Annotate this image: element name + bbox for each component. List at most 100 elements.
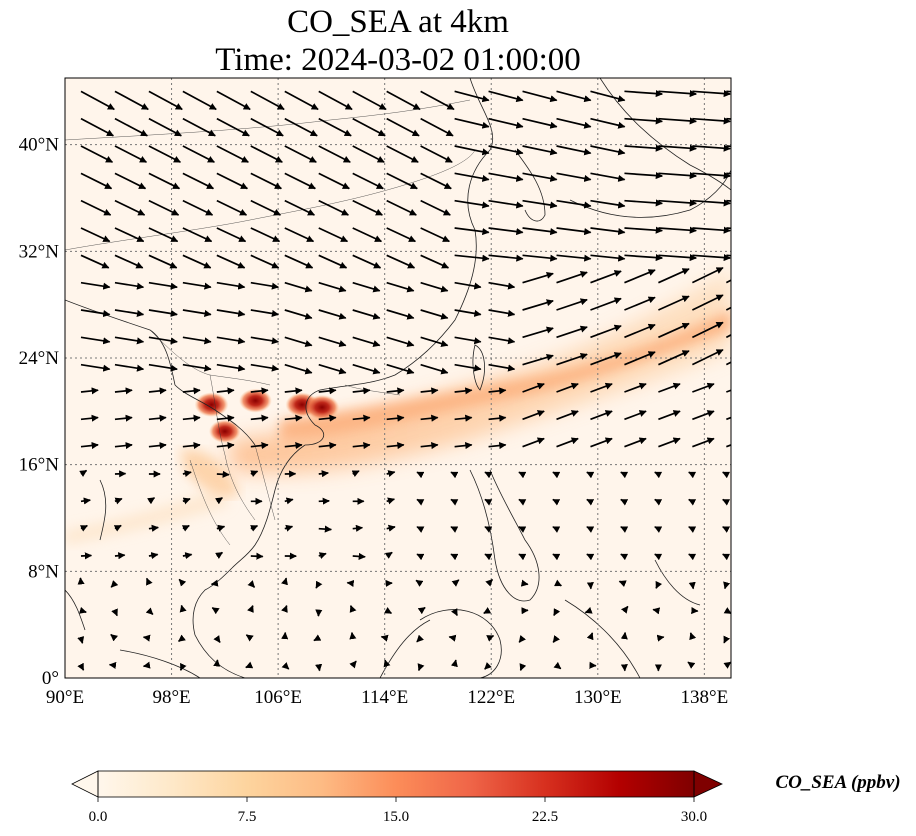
wind-vector [658,199,697,207]
wind-vector [250,117,284,137]
wind-vector [110,580,119,588]
wind-vector [692,254,731,262]
wind-vector [349,604,357,613]
wind-vector [182,117,216,137]
hotspot-layer [194,388,340,444]
wind-vector [691,294,724,311]
wind-vector [454,117,490,129]
wind-vector [386,254,416,269]
wind-vector [352,441,371,450]
wind-vector [182,363,212,372]
wind-vector [590,90,626,103]
wind-vector [522,410,545,421]
plume-core [280,310,731,440]
wind-vector [114,227,145,243]
colorbar-extend-min [71,770,99,798]
wind-vector [590,437,613,448]
wind-vector [216,387,235,395]
wind-vector [250,363,280,372]
wind-vector [654,526,663,533]
wind-vector [284,90,319,111]
wind-vector [726,90,731,93]
wind-vector [522,227,558,236]
wind-vector [148,172,181,190]
wind-vector [80,309,111,318]
wind-vector [216,117,250,137]
wind-vector [726,172,731,175]
wind-vector [210,579,219,587]
wind-vector [726,444,731,448]
wind-vector [315,580,323,589]
lon-tick-label: 98°E [152,687,190,708]
wind-vector [484,553,493,561]
wind-vector [386,414,405,422]
wind-vector [586,632,594,641]
wind-vector [148,145,182,163]
colorbar-tick-label: 22.5 [532,809,558,825]
wind-vector [182,172,215,190]
wind-vector [556,298,588,311]
wind-vector [346,579,355,587]
wind-vector [590,227,626,236]
wind-vector [450,608,458,617]
wind-vector [318,281,347,293]
wind-vector [420,227,450,243]
wind-vector [488,441,507,450]
wind-vector [518,526,527,533]
wind-vector [552,553,561,561]
wind-vector [420,309,449,320]
wind-vector [114,172,147,190]
wind-vector [182,470,192,478]
wind-vector [216,524,226,532]
lon-tick-label: 130°E [574,687,622,708]
lon-tick-label: 90°E [46,687,84,708]
wind-vector [182,414,201,422]
wind-vector [216,172,249,190]
wind-vector [284,227,315,243]
wind-vector [113,524,122,532]
wind-vector [352,414,371,422]
wind-vector [148,363,178,372]
wind-vector [250,552,264,560]
wind-vector [182,336,212,345]
wind-vector [213,659,221,667]
wind-vector [216,281,246,290]
wind-vector [726,254,731,257]
wind-vector [624,351,656,366]
wind-vector [250,254,280,269]
wind-vector [420,336,449,348]
wind-vector [624,323,656,339]
wind-vector [250,441,269,450]
wind-vector [624,117,663,125]
wind-vector [420,90,455,111]
wind-vector [80,281,111,290]
wind-vector [79,606,87,614]
wind-vector [182,145,215,163]
wind-vector [386,199,417,216]
colorbar-extend-max [693,770,723,798]
wind-vector [148,441,167,450]
wind-vector [522,271,554,284]
lat-tick-label: 16°N [19,455,60,476]
wind-vector [518,553,527,561]
main-plume-hotspot-3 [208,419,241,444]
wind-vector [148,254,178,269]
wind-vector [454,172,490,182]
wind-vector [658,226,697,234]
wind-vector [386,309,415,320]
wind-vector [250,309,280,317]
wind-vector [556,410,579,421]
wind-vector [590,117,626,129]
colorbar-tick-label: 7.5 [238,809,257,825]
wind-vector [552,471,561,479]
wind-vector [420,145,453,163]
wind-vector [215,497,223,505]
wind-vector [145,577,153,586]
wind-vector [250,387,269,395]
wind-vector [726,145,731,148]
wind-vector [586,471,595,479]
wind-vector [691,349,724,366]
wind-vector [692,382,715,393]
wind-vector [450,659,458,668]
wind-vector [80,227,111,243]
